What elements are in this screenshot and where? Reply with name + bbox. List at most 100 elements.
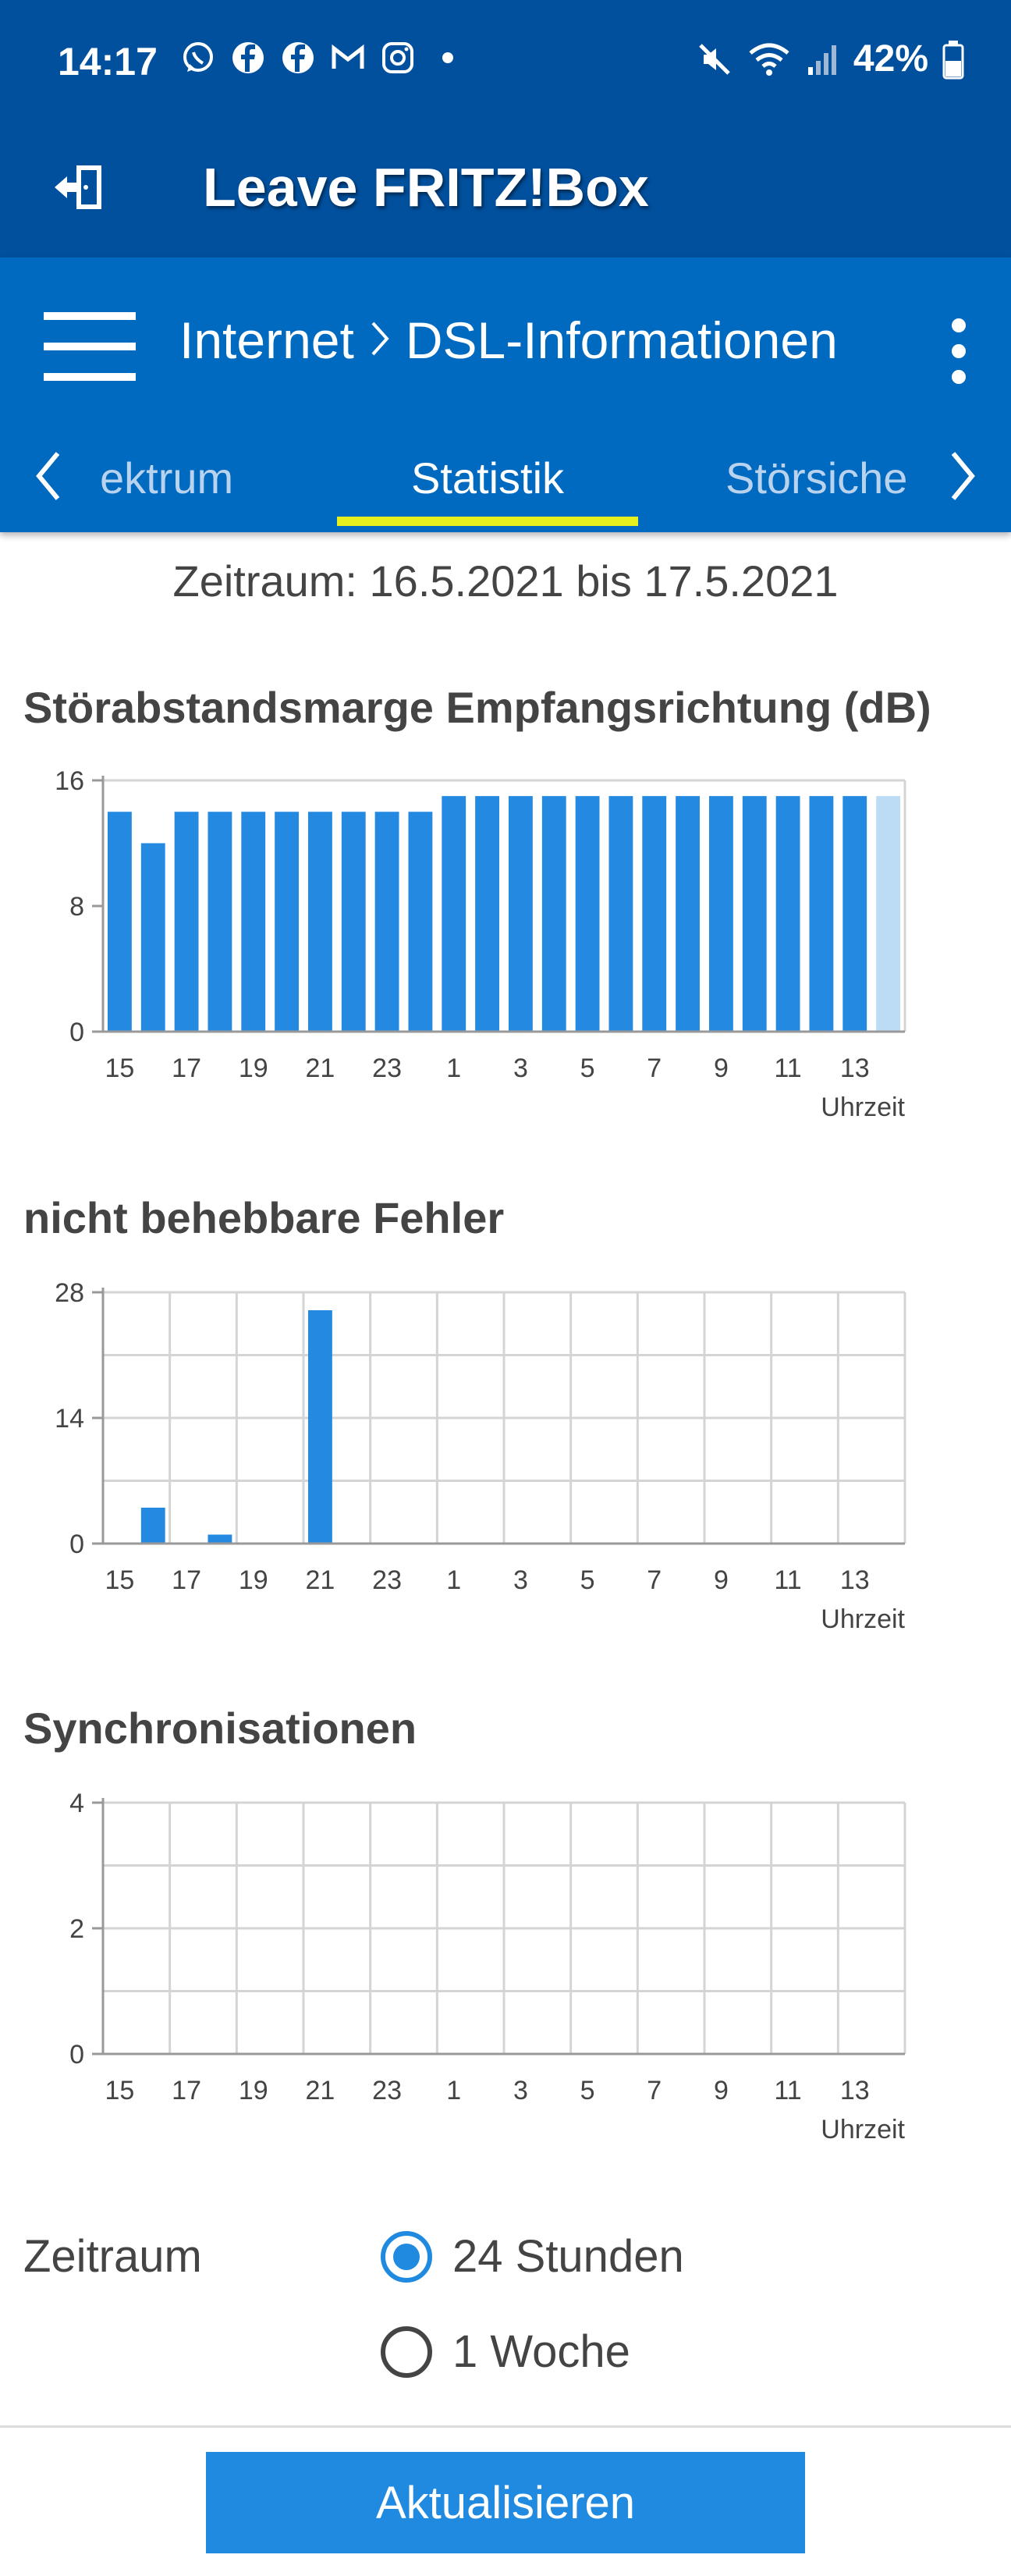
y-tick-label: 8 — [69, 892, 84, 922]
x-tick-label: 15 — [105, 1565, 135, 1595]
leave-title[interactable]: Leave FRITZ!Box — [203, 157, 649, 218]
tab-scroll-right-icon[interactable] — [939, 445, 986, 507]
tab-statistik[interactable]: Statistik — [410, 453, 565, 503]
chart-bar — [408, 812, 433, 1032]
x-tick-label: 1 — [446, 2076, 461, 2105]
x-axis-label: Uhrzeit — [821, 1604, 905, 1634]
battery-icon — [942, 40, 964, 79]
signal-icon — [807, 44, 836, 75]
more-options-icon[interactable] — [950, 318, 969, 384]
y-tick-label: 16 — [55, 766, 84, 796]
option-24h[interactable]: 24 Stunden — [381, 2230, 684, 2283]
facebook-icon — [281, 41, 315, 75]
x-tick-label: 19 — [239, 2076, 268, 2105]
chart-bar — [208, 812, 232, 1032]
status-time: 14:17 — [58, 40, 158, 83]
update-button[interactable]: Aktualisieren — [206, 2452, 805, 2553]
x-tick-label: 17 — [172, 1565, 201, 1595]
x-tick-label: 1 — [446, 1053, 461, 1083]
whatsapp-icon — [181, 41, 215, 75]
x-tick-label: 13 — [840, 2076, 870, 2105]
x-tick-label: 7 — [647, 1565, 662, 1595]
leave-icon[interactable] — [50, 156, 112, 219]
dot-icon — [431, 41, 465, 75]
chart-title-sync: Synchronisationen — [23, 1704, 417, 1753]
chart-bar — [107, 812, 132, 1032]
divider — [0, 2425, 1011, 2428]
chart-bar — [275, 812, 300, 1032]
chart-bar — [442, 796, 466, 1032]
x-tick-label: 3 — [513, 2076, 528, 2105]
chart-bar — [241, 812, 266, 1032]
option-1week-label[interactable]: 1 Woche — [452, 2326, 630, 2377]
status-bar: 14:17 42% — [0, 0, 1011, 125]
y-tick-label: 14 — [55, 1404, 84, 1434]
x-tick-label: 23 — [372, 1565, 402, 1595]
x-tick-label: 9 — [714, 1053, 729, 1083]
chart-bar — [842, 796, 867, 1032]
x-tick-label: 19 — [239, 1565, 268, 1595]
option-1week[interactable]: 1 Woche — [381, 2326, 630, 2378]
tab-spektrum[interactable]: ektrum — [100, 453, 234, 503]
x-tick-label: 9 — [714, 2076, 729, 2105]
x-tick-label: 11 — [774, 1053, 801, 1083]
chart-bar — [140, 1508, 165, 1544]
instagram-icon — [381, 41, 415, 75]
x-tick-label: 11 — [774, 2076, 801, 2105]
mute-icon — [699, 43, 730, 75]
breadcrumb: Internet DSL-Informationen — [179, 311, 838, 370]
chart-bar — [140, 843, 165, 1032]
x-tick-label: 3 — [513, 1565, 528, 1595]
y-tick-label: 0 — [69, 1018, 84, 1047]
chart-bar — [708, 796, 733, 1032]
tab-scroll-left-icon[interactable] — [25, 445, 72, 507]
x-tick-label: 17 — [172, 1053, 201, 1083]
chart-title-snr: Störabstandsmarge Empfangsrichtung (dB) — [23, 683, 931, 732]
chevron-right-icon — [368, 318, 392, 362]
chart-title-errors: nicht behebbare Fehler — [23, 1193, 505, 1242]
tab-stoersicherheit[interactable]: Störsiche — [725, 453, 906, 503]
y-tick-label: 4 — [69, 1789, 84, 1818]
chart-bar — [642, 796, 667, 1032]
chart-bar — [475, 796, 500, 1032]
y-tick-label: 2 — [69, 1914, 84, 1944]
period-label: Zeitraum — [23, 2231, 202, 2282]
y-tick-label: 0 — [69, 2040, 84, 2070]
nav-bar: Internet DSL-Informationen ektrum Statis… — [0, 258, 1011, 532]
menu-icon[interactable] — [44, 312, 136, 381]
x-tick-label: 7 — [647, 2076, 662, 2105]
wifi-icon — [749, 43, 789, 76]
chart-bar — [508, 796, 533, 1032]
chart-bar — [307, 1310, 332, 1544]
x-tick-label: 15 — [105, 1053, 135, 1083]
gmail-icon — [331, 41, 365, 75]
option-24h-label[interactable]: 24 Stunden — [452, 2231, 684, 2282]
radio-24h[interactable] — [381, 2230, 432, 2283]
x-tick-label: 5 — [580, 2076, 595, 2105]
system-status: 42% — [696, 37, 964, 80]
chart-bar — [307, 812, 332, 1032]
x-tick-label: 13 — [840, 1053, 870, 1083]
breadcrumb-parent[interactable]: Internet — [179, 311, 354, 369]
breadcrumb-current: DSL-Informationen — [405, 311, 838, 369]
x-tick-label: 23 — [372, 1053, 402, 1083]
chart-bar — [208, 1534, 232, 1544]
chart-bar — [676, 796, 701, 1032]
chart-bar — [608, 796, 633, 1032]
x-axis-label: Uhrzeit — [821, 2115, 905, 2144]
notification-icons — [181, 41, 465, 75]
x-tick-label: 3 — [513, 1053, 528, 1083]
chart-bar — [374, 812, 399, 1032]
leave-bar[interactable]: Leave FRITZ!Box — [0, 125, 1011, 258]
y-tick-label: 0 — [69, 1530, 84, 1559]
y-tick-label: 28 — [55, 1278, 84, 1308]
x-tick-label: 5 — [580, 1565, 595, 1595]
x-tick-label: 23 — [372, 2076, 402, 2105]
radio-1week[interactable] — [381, 2326, 432, 2378]
period-range: Zeitraum: 16.5.2021 bis 17.5.2021 — [172, 556, 839, 606]
x-tick-label: 5 — [580, 1053, 595, 1083]
active-tab-indicator — [337, 517, 638, 526]
